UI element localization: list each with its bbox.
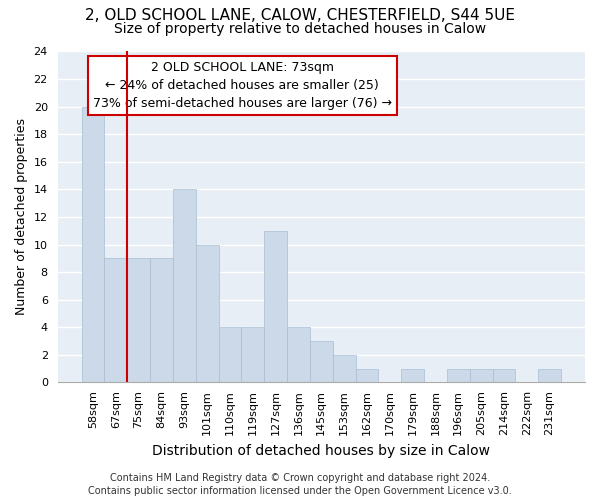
Bar bbox=[173, 190, 196, 382]
Text: Contains HM Land Registry data © Crown copyright and database right 2024.
Contai: Contains HM Land Registry data © Crown c… bbox=[88, 473, 512, 496]
Bar bbox=[264, 230, 287, 382]
Bar bbox=[104, 258, 127, 382]
Text: 2, OLD SCHOOL LANE, CALOW, CHESTERFIELD, S44 5UE: 2, OLD SCHOOL LANE, CALOW, CHESTERFIELD,… bbox=[85, 8, 515, 22]
Bar bbox=[127, 258, 150, 382]
Bar bbox=[356, 368, 379, 382]
Y-axis label: Number of detached properties: Number of detached properties bbox=[15, 118, 28, 316]
Bar bbox=[310, 341, 332, 382]
Bar bbox=[493, 368, 515, 382]
Bar bbox=[401, 368, 424, 382]
Bar bbox=[538, 368, 561, 382]
Text: Size of property relative to detached houses in Calow: Size of property relative to detached ho… bbox=[114, 22, 486, 36]
Bar bbox=[218, 328, 241, 382]
Bar bbox=[287, 328, 310, 382]
Bar bbox=[470, 368, 493, 382]
Bar bbox=[196, 244, 218, 382]
Text: 2 OLD SCHOOL LANE: 73sqm
← 24% of detached houses are smaller (25)
73% of semi-d: 2 OLD SCHOOL LANE: 73sqm ← 24% of detach… bbox=[92, 62, 392, 110]
Bar bbox=[447, 368, 470, 382]
Bar bbox=[332, 355, 356, 382]
Bar bbox=[241, 328, 264, 382]
X-axis label: Distribution of detached houses by size in Calow: Distribution of detached houses by size … bbox=[152, 444, 490, 458]
Bar bbox=[150, 258, 173, 382]
Bar bbox=[82, 106, 104, 382]
